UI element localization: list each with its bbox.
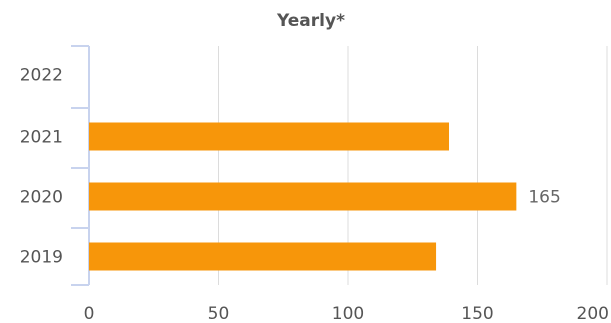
bar-2019	[89, 242, 437, 271]
value-tick-label-50: 50	[208, 304, 230, 323]
category-label-2021: 2021	[20, 128, 63, 148]
category-label-2022: 2022	[20, 66, 63, 86]
category-labels: 2022 2021 2020 2019	[20, 66, 63, 268]
value-tick-label-150: 150	[461, 304, 493, 323]
category-label-2020: 2020	[20, 188, 63, 208]
value-tick-label-200: 200	[577, 304, 609, 323]
category-label-2019: 2019	[20, 248, 63, 268]
value-tick-labels: 0 50 100 150 200	[84, 304, 609, 323]
data-labels: 165	[528, 188, 560, 208]
bar-2021	[89, 122, 450, 151]
value-tick-label-0: 0	[84, 304, 95, 323]
bar-2020	[89, 182, 517, 211]
data-label-2020: 165	[528, 188, 560, 208]
bars	[89, 122, 517, 271]
value-tick-label-100: 100	[332, 304, 364, 323]
category-axis	[71, 45, 90, 286]
chart-title: Yearly*	[276, 11, 345, 31]
